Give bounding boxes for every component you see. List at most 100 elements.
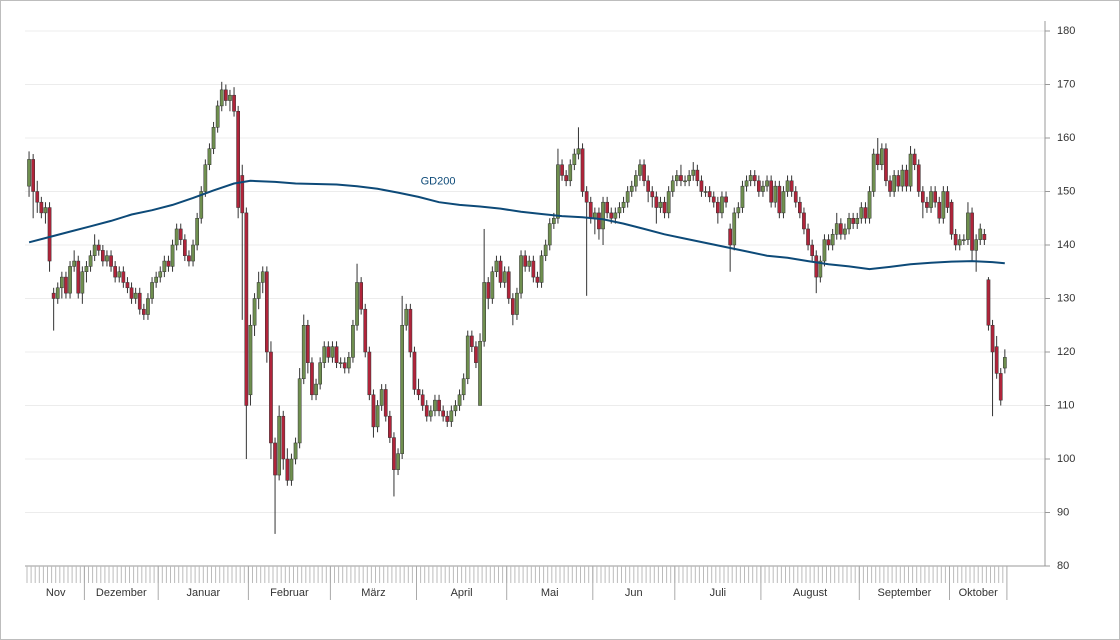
candle-body <box>96 244 101 251</box>
candle-body <box>789 180 794 192</box>
candle-body <box>137 292 142 310</box>
candle-body <box>248 325 253 396</box>
candle-body <box>371 394 376 428</box>
candle-body <box>502 271 507 283</box>
candle-body <box>470 335 474 347</box>
candle-body <box>88 255 93 267</box>
candle-body <box>613 212 618 219</box>
candle-body <box>228 94 232 101</box>
candle-body <box>724 196 728 203</box>
candle-body <box>80 271 85 294</box>
candle-body <box>601 201 605 230</box>
candle-body <box>621 201 626 208</box>
candle-body <box>744 180 749 187</box>
candle-body <box>424 405 429 417</box>
candle-body <box>355 282 359 326</box>
candle-body <box>388 415 392 438</box>
candle-body <box>236 111 241 208</box>
candle-body <box>359 282 363 310</box>
candle-body <box>183 239 187 256</box>
candle-body <box>383 389 388 417</box>
month-label: Oktober <box>959 587 998 599</box>
y-tick-label: 130 <box>1057 292 1075 304</box>
candle-body <box>72 260 77 267</box>
candle-body <box>269 351 273 444</box>
candle-body <box>219 89 224 107</box>
candle-body <box>539 255 544 283</box>
candle-body <box>699 180 704 192</box>
candle-body <box>433 399 437 412</box>
candle-body <box>109 255 113 267</box>
candle-body <box>552 218 556 224</box>
candle-body <box>752 175 757 182</box>
month-label: April <box>451 587 473 599</box>
candle-body <box>527 260 532 267</box>
candle-body <box>117 271 122 278</box>
candle-body <box>64 276 68 294</box>
candle-body <box>281 415 286 460</box>
y-tick-label: 160 <box>1057 132 1075 144</box>
candle-body <box>363 308 368 353</box>
candle-body <box>142 308 146 315</box>
candle-body <box>174 228 179 246</box>
candle-body <box>687 175 691 182</box>
candle-body <box>720 196 724 214</box>
candle-body <box>342 362 347 369</box>
candle-body <box>572 153 577 166</box>
candle-body <box>818 260 823 278</box>
candle-body <box>847 218 851 230</box>
candle-body <box>68 266 72 294</box>
candle-body <box>474 346 478 363</box>
y-tick-label: 170 <box>1057 78 1075 90</box>
candle-body <box>429 410 433 417</box>
candle-body <box>351 325 355 358</box>
month-label: März <box>361 587 385 599</box>
candle-body <box>670 180 675 192</box>
candle-body <box>334 346 339 363</box>
candle-body <box>43 207 48 214</box>
candle-body <box>154 276 159 283</box>
candle-body <box>367 351 372 396</box>
candle-body <box>970 212 974 251</box>
candle-body <box>478 341 482 406</box>
candle-body <box>646 180 650 192</box>
candle-body <box>851 218 855 224</box>
candle-body <box>535 276 540 283</box>
month-label: Februar <box>270 587 309 599</box>
candle-body <box>146 298 150 315</box>
candle-body <box>888 180 892 192</box>
candle-body <box>318 362 322 385</box>
candle-body <box>178 228 183 240</box>
candle-body <box>207 148 212 165</box>
candle-body <box>306 325 310 363</box>
candle-body <box>929 191 933 208</box>
candle-body <box>798 201 802 214</box>
candle-body <box>933 191 937 203</box>
candle-body <box>531 260 536 278</box>
candle-body <box>310 362 314 396</box>
candle-body <box>703 191 708 193</box>
candle-body <box>769 180 773 203</box>
candle-body <box>543 244 548 256</box>
candle-body <box>129 287 134 299</box>
candle-body <box>265 271 269 353</box>
candle-body <box>634 175 638 187</box>
y-tick-label: 90 <box>1057 506 1069 518</box>
candle-body <box>998 373 1003 401</box>
candle-body <box>962 239 966 241</box>
candle-body <box>330 346 335 358</box>
month-label: Dezember <box>96 587 147 599</box>
candle-body <box>695 169 700 182</box>
candle-body <box>515 292 519 315</box>
candle-body <box>224 89 228 101</box>
candle-body <box>568 164 573 182</box>
month-label: Juli <box>710 587 727 599</box>
candle-body <box>441 410 445 417</box>
candle-body <box>650 191 655 198</box>
candle-body <box>912 153 917 166</box>
candle-body <box>740 185 745 208</box>
candle-body <box>60 276 64 289</box>
candle-body <box>908 153 913 187</box>
